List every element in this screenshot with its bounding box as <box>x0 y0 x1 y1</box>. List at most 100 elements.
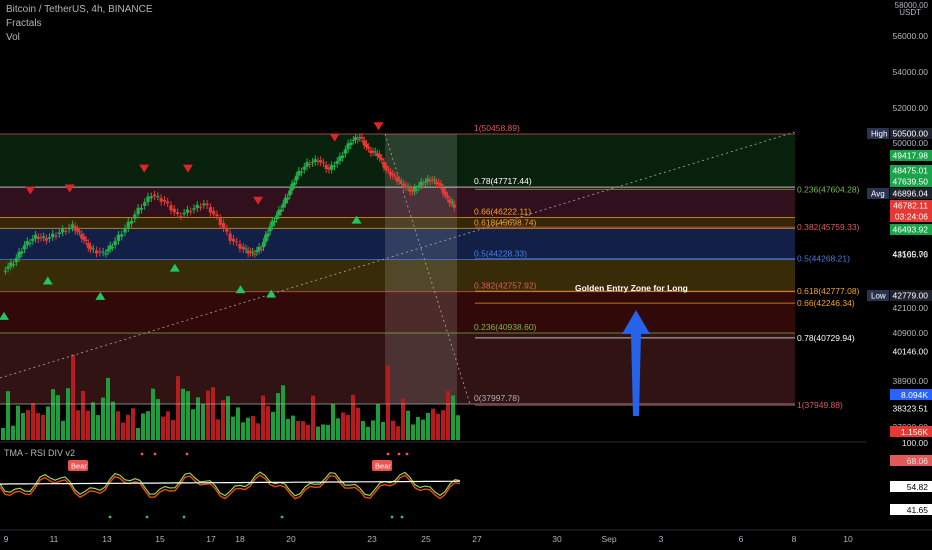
candle-body <box>332 165 337 167</box>
volume-bar <box>276 393 280 440</box>
fib-label-right: 0.382(45759.33) <box>797 222 860 232</box>
volume-bar <box>191 409 195 440</box>
fib-label-right: 1(37949.88) <box>797 400 843 410</box>
x-tick-label: 13 <box>102 534 112 544</box>
price-tag-name: High <box>871 130 887 139</box>
volume-bar <box>326 424 330 440</box>
candle-body <box>410 190 415 192</box>
volume-bar <box>386 365 390 440</box>
candle-body <box>84 239 88 242</box>
volume-bar <box>381 421 385 440</box>
rsi-tag-bg <box>890 504 932 515</box>
candle-body <box>364 143 369 147</box>
bear-badge <box>68 460 88 471</box>
candle-body <box>11 264 16 266</box>
x-tick-label: 27 <box>472 534 482 544</box>
candle-body <box>397 179 401 182</box>
volume-bar <box>131 408 135 440</box>
candle-body <box>159 198 163 202</box>
candle-body <box>268 226 272 232</box>
volume-bar <box>456 415 460 440</box>
volume-bar <box>176 376 180 440</box>
indicator-volume: Vol <box>6 32 20 43</box>
candle-body <box>441 187 445 194</box>
candle-body <box>270 220 274 227</box>
candle-body <box>22 245 27 250</box>
x-tick-label: 20 <box>286 534 296 544</box>
rsi-signal-dot <box>108 515 112 519</box>
candle-body <box>17 251 21 258</box>
candle-body <box>257 246 261 251</box>
candle-body <box>101 251 105 253</box>
volume-bar <box>251 415 255 440</box>
volume-bar <box>266 405 270 440</box>
candle-body <box>299 171 304 173</box>
candle-body <box>430 179 434 181</box>
candle-body <box>449 201 453 203</box>
volume-bar <box>371 420 375 440</box>
candle-body <box>399 181 404 183</box>
indicator-fractals: Fractals <box>6 18 42 29</box>
volume-bar <box>101 397 105 440</box>
y-tick-label: 38900.00 <box>893 376 929 386</box>
candle-body <box>198 206 203 208</box>
fib-label-left: 0.618(45698.74) <box>474 217 537 227</box>
fractal-down-marker <box>253 196 264 205</box>
candle-body <box>294 175 298 181</box>
candle-body <box>54 235 58 237</box>
candle-body <box>253 253 257 255</box>
volume-bar <box>56 395 60 440</box>
candle-body <box>305 162 309 167</box>
fractal-up-marker <box>95 291 106 300</box>
candle-body <box>290 183 294 191</box>
volume-bar <box>301 421 305 440</box>
candle-body <box>185 209 190 213</box>
price-tag-name-bg <box>867 290 889 301</box>
candle-body <box>351 139 355 141</box>
rsi-signal-dot <box>140 452 144 456</box>
fib-band <box>0 217 795 229</box>
rsi-signal-dot <box>280 515 284 519</box>
candle-body <box>73 226 77 231</box>
candle-body <box>302 166 306 170</box>
candle-body <box>3 270 7 272</box>
volume-bar <box>446 390 450 440</box>
y-tick-label: 40900.00 <box>893 328 929 338</box>
candle-body <box>275 215 279 219</box>
volume-bar <box>336 418 340 440</box>
candle-body <box>266 233 270 237</box>
volume-bar <box>401 398 405 440</box>
rsi-panel: TMA - RSI DIV v2 Bear Bear <box>0 441 866 519</box>
bear-badge <box>372 460 392 471</box>
candle-body <box>208 207 213 213</box>
candle-body <box>231 238 236 242</box>
fib-label-right: 0.236(47604.28) <box>797 184 860 194</box>
x-tick-label: 9 <box>4 534 9 544</box>
volume-bar <box>431 408 435 440</box>
price-tag-value: 50500.00 <box>893 129 929 139</box>
candle-body <box>415 189 419 191</box>
candle-body <box>126 221 130 229</box>
rsi-signal-dot <box>185 452 189 456</box>
candle-body <box>377 154 382 159</box>
volume-bar <box>1 428 5 440</box>
candle-body <box>116 234 121 241</box>
candle-body <box>94 250 99 254</box>
long-arrow <box>622 310 650 416</box>
volume-bar <box>41 414 45 440</box>
candle-body <box>172 208 176 213</box>
x-tick-label: 10 <box>843 534 853 544</box>
price-tag-value: 49417.98 <box>893 151 929 161</box>
fractal-down-marker <box>64 184 75 193</box>
y-tick-label: 50000.00 <box>893 138 929 148</box>
volume-bar <box>441 410 445 440</box>
candle-body <box>343 149 347 154</box>
candle-body <box>42 236 46 238</box>
y-tick-label: 42100.00 <box>893 303 929 313</box>
countdown-value: 03:24:06 <box>895 212 928 222</box>
price-tag-bg <box>890 176 932 187</box>
x-tick-label: 3 <box>659 534 664 544</box>
candle-body <box>136 207 140 215</box>
rsi-signal-dot <box>400 515 404 519</box>
